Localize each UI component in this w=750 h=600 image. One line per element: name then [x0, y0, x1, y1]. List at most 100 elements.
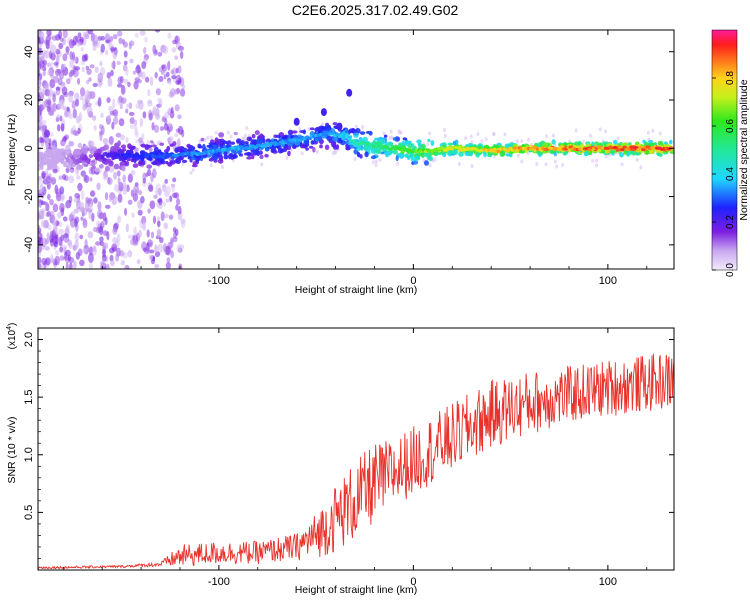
noise-point	[148, 147, 153, 153]
noise-point	[73, 260, 77, 269]
ridge-point	[69, 141, 75, 147]
ridge-point	[72, 163, 76, 168]
noise-point	[389, 129, 393, 134]
colorbar-tick-label: 0.8	[725, 71, 736, 85]
y-tick-label: 40	[23, 46, 35, 58]
colorbar-ticks: 0.0 0.2 0.4 0.6 0.8	[712, 71, 736, 277]
noise-point	[113, 222, 120, 230]
noise-point	[123, 50, 128, 58]
noise-point	[38, 56, 43, 65]
noise-point	[38, 209, 42, 215]
ridge-point	[98, 158, 104, 162]
noise-point	[112, 98, 116, 109]
ridge-point	[326, 135, 333, 142]
y-tick-label: -40	[23, 237, 35, 253]
ridge-point	[376, 139, 383, 143]
ridge-point	[404, 153, 409, 158]
noise-point	[111, 121, 115, 130]
noise-point	[38, 120, 44, 128]
noise-point	[561, 163, 565, 168]
ridge-point	[183, 147, 188, 154]
noise-point	[181, 220, 186, 229]
noise-point	[102, 260, 106, 268]
noise-point	[76, 175, 81, 180]
ridge-point	[125, 160, 130, 167]
noise-point	[128, 42, 132, 50]
noise-point	[154, 71, 158, 79]
noise-point	[62, 135, 68, 142]
snr-panel: -100 0 100 0.5 1.0 1.5 2.0 Height of straight…	[6, 323, 675, 596]
noise-point	[141, 71, 146, 80]
noise-point	[58, 175, 63, 180]
noise-point	[142, 111, 147, 119]
noise-point	[307, 127, 311, 132]
noise-point	[177, 138, 181, 148]
noise-point	[130, 170, 136, 176]
noise-point	[109, 259, 115, 267]
noise-point	[68, 39, 75, 49]
noise-point	[54, 249, 60, 256]
ridge-point	[94, 154, 100, 161]
noise-point	[45, 202, 49, 210]
noise-point	[209, 135, 213, 140]
noise-point	[129, 58, 134, 64]
noise-point	[97, 72, 104, 83]
ridge-point	[600, 148, 605, 154]
noise-point	[127, 199, 133, 205]
noise-point	[117, 30, 123, 37]
ridge-point	[359, 154, 363, 159]
ridge-point	[45, 148, 52, 153]
noise-point	[94, 66, 99, 74]
noise-point	[113, 184, 120, 192]
noise-point	[175, 198, 181, 206]
ridge-point	[61, 141, 66, 145]
noise-point	[136, 64, 141, 71]
feature-point	[336, 122, 343, 131]
noise-point	[112, 33, 118, 40]
noise-point	[149, 76, 154, 87]
ridge-point	[121, 144, 126, 150]
ridge-point	[181, 159, 188, 163]
noise-point	[59, 246, 64, 253]
noise-point	[74, 232, 80, 242]
ridge-point	[427, 138, 431, 142]
noise-point	[122, 174, 127, 183]
noise-point	[77, 77, 81, 85]
ridge-point	[591, 141, 595, 148]
noise-point	[169, 135, 174, 143]
noise-point	[133, 184, 140, 194]
x-tick-label: 100	[599, 576, 617, 588]
noise-point	[64, 201, 70, 209]
noise-point	[110, 47, 117, 52]
noise-point	[47, 98, 52, 108]
spectrogram-frame	[37, 29, 675, 270]
ridge-point	[283, 146, 289, 150]
ridge-core-point	[512, 146, 518, 150]
noise-point	[72, 64, 76, 75]
snr-y-ticks: 0.5 1.0 1.5 2.0	[23, 332, 674, 559]
noise-point	[38, 230, 41, 235]
noise-point	[136, 99, 143, 105]
noise-point	[171, 185, 175, 193]
ridge-point	[332, 122, 338, 126]
ridge-point	[119, 161, 126, 165]
ridge-point	[628, 150, 635, 155]
ridge-point	[39, 164, 44, 171]
noise-point	[125, 103, 132, 108]
noise-point	[133, 226, 137, 236]
noise-point	[109, 110, 115, 116]
noise-point	[142, 172, 147, 181]
ridge-point	[271, 148, 277, 153]
ridge-core-point	[617, 145, 623, 149]
noise-point	[604, 154, 608, 159]
ridge-point	[321, 126, 327, 130]
noise-point	[102, 172, 109, 181]
noise-point	[147, 208, 151, 214]
noise-point	[84, 89, 91, 100]
ridge-core-point	[629, 145, 634, 149]
noise-point	[148, 254, 154, 261]
noise-point	[443, 133, 447, 138]
ridge-point	[216, 140, 221, 146]
noise-point	[61, 86, 68, 96]
noise-point	[80, 216, 84, 221]
